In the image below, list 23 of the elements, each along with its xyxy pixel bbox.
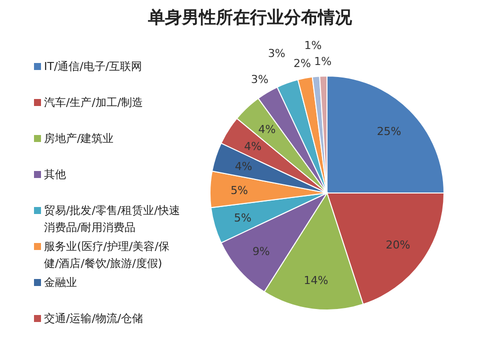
data-label: 3% (250, 73, 268, 86)
legend-label: 服务业(医疗/护理/美容/保健/酒店/餐饮/旅游/度假) (44, 239, 170, 272)
data-label: 4% (234, 160, 252, 173)
chart-title: 单身男性所在行业分布情况 (147, 7, 353, 29)
data-label: 1% (304, 39, 322, 52)
legend-label: 金融业 (44, 275, 78, 291)
legend-label: 汽车/生产/加工/制造 (44, 95, 144, 111)
data-label: 4% (258, 123, 276, 136)
data-label: 25% (376, 124, 402, 138)
data-label: 2% (294, 57, 311, 70)
data-label: 5% (230, 184, 248, 198)
data-label: 4% (244, 140, 262, 153)
legend-label: 贸易/批发/零售/租赁业/快速消费品/耐用消费品 (44, 203, 181, 236)
legend-label: 其他 (44, 167, 67, 183)
data-label: 3% (268, 47, 286, 60)
legend-label: 交通/运输/物流/仓储 (44, 311, 144, 327)
legend-label: 房地产/建筑业 (44, 131, 115, 147)
data-label: 14% (304, 274, 328, 288)
data-label: 9% (252, 245, 270, 258)
data-label: 5% (234, 211, 252, 224)
data-label: 1% (314, 54, 332, 68)
legend-label: IT/通信/电子/互联网 (44, 59, 144, 75)
data-label: 20% (386, 238, 410, 252)
